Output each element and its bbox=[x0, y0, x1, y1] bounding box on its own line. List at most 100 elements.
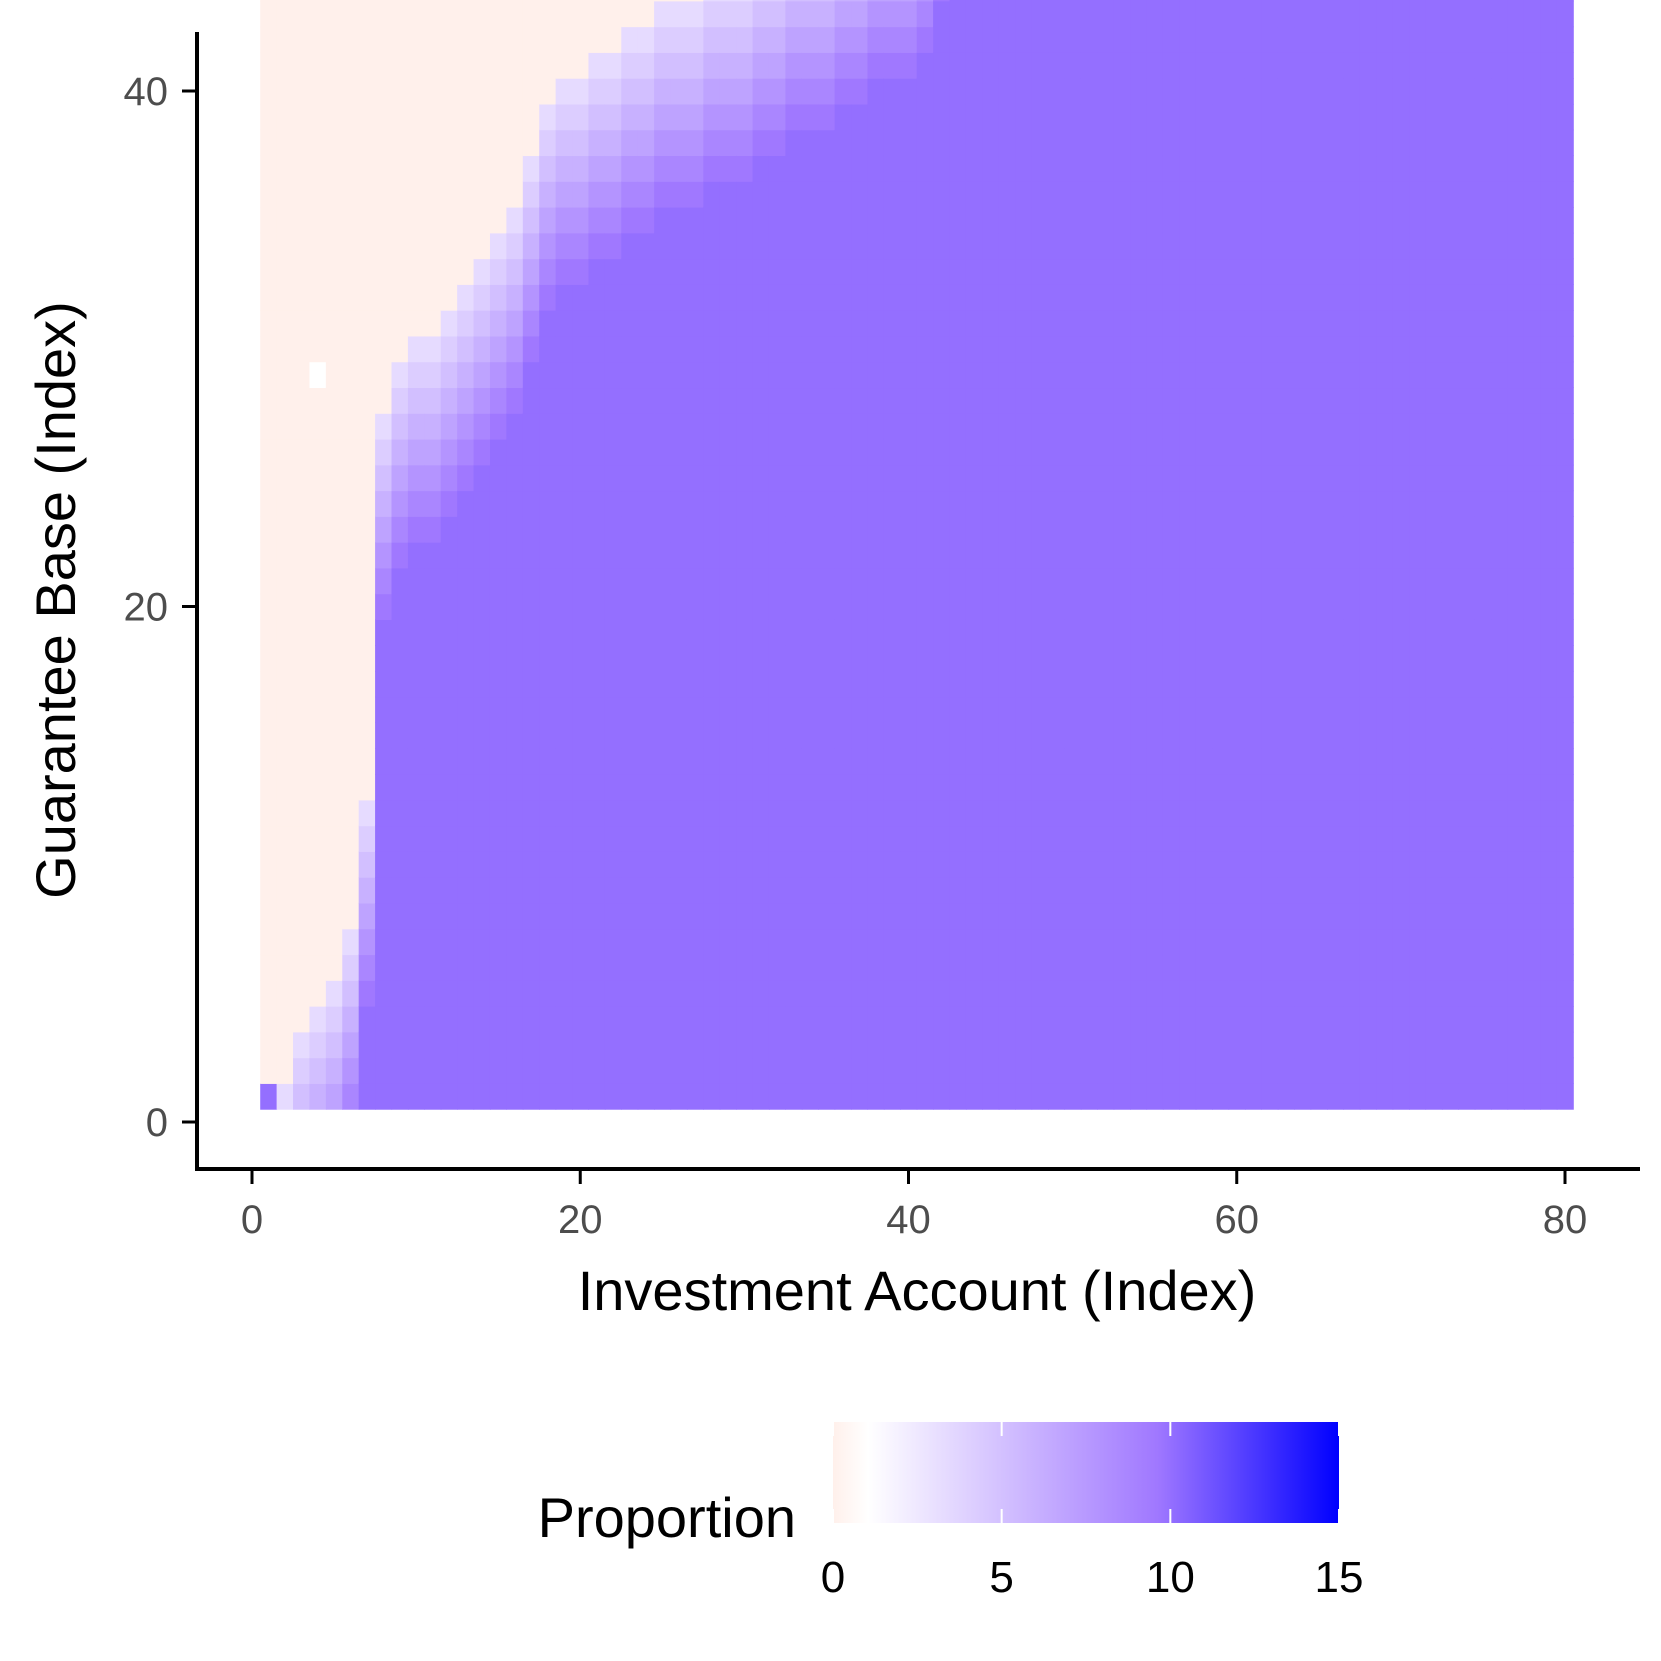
heatmap-cell bbox=[325, 52, 343, 79]
heatmap-cell bbox=[1146, 129, 1164, 157]
heatmap-cell bbox=[900, 774, 918, 801]
heatmap-cell bbox=[1064, 438, 1082, 466]
heatmap-cell bbox=[506, 438, 524, 466]
heatmap-cell bbox=[489, 438, 507, 466]
heatmap-cell bbox=[1031, 413, 1049, 440]
heatmap-cell bbox=[719, 645, 737, 672]
heatmap-cell bbox=[1244, 516, 1262, 543]
heatmap-cell bbox=[522, 464, 540, 492]
heatmap-cell bbox=[325, 490, 343, 517]
heatmap-cell bbox=[654, 619, 672, 646]
heatmap-cell bbox=[752, 928, 770, 956]
heatmap-cell bbox=[1162, 103, 1180, 131]
heatmap-cell bbox=[1261, 490, 1279, 517]
heatmap-cell bbox=[637, 387, 655, 414]
heatmap-cell bbox=[768, 851, 786, 878]
heatmap-cell bbox=[424, 155, 442, 182]
heatmap-cell bbox=[309, 361, 327, 389]
heatmap-cell bbox=[555, 387, 573, 414]
heatmap-cell bbox=[900, 851, 918, 878]
heatmap-cell bbox=[851, 310, 869, 337]
heatmap-cell bbox=[883, 335, 901, 363]
heatmap-cell bbox=[768, 310, 786, 337]
heatmap-cell bbox=[342, 645, 360, 672]
heatmap-cell bbox=[949, 0, 967, 28]
heatmap-cell bbox=[260, 670, 278, 698]
heatmap-cell bbox=[1048, 78, 1066, 105]
heatmap-cell bbox=[588, 954, 606, 981]
heatmap-cell bbox=[1113, 232, 1131, 260]
heatmap-cell bbox=[621, 1057, 639, 1084]
heatmap-cell bbox=[719, 980, 737, 1007]
heatmap-cell bbox=[572, 516, 590, 543]
heatmap-cell bbox=[654, 361, 672, 389]
heatmap-cell bbox=[293, 206, 311, 234]
heatmap-cell bbox=[654, 413, 672, 440]
heatmap-cell bbox=[998, 877, 1016, 904]
heatmap-cell bbox=[457, 696, 475, 724]
heatmap-cell bbox=[965, 26, 983, 53]
heatmap-cell bbox=[621, 877, 639, 904]
heatmap-cell bbox=[358, 902, 376, 930]
heatmap-cell bbox=[375, 825, 393, 852]
heatmap-cell bbox=[407, 516, 425, 543]
heatmap-cell bbox=[342, 361, 360, 389]
heatmap-cell bbox=[1261, 516, 1279, 543]
heatmap-cell bbox=[506, 748, 524, 775]
heatmap-cell bbox=[424, 542, 442, 569]
heatmap-cell bbox=[801, 722, 819, 749]
heatmap-cell bbox=[752, 206, 770, 234]
heatmap-cell bbox=[588, 26, 606, 53]
heatmap-cell bbox=[752, 516, 770, 543]
heatmap-cell bbox=[801, 954, 819, 981]
heatmap-cell bbox=[1162, 645, 1180, 672]
heatmap-cell bbox=[883, 722, 901, 749]
heatmap-cell bbox=[818, 722, 836, 749]
heatmap-cell bbox=[949, 387, 967, 414]
heatmap-cell bbox=[998, 413, 1016, 440]
heatmap-cell bbox=[1031, 52, 1049, 79]
heatmap-cell bbox=[851, 78, 869, 105]
heatmap-cell bbox=[982, 129, 1000, 157]
heatmap-cell bbox=[900, 696, 918, 724]
heatmap-cell bbox=[670, 181, 688, 208]
heatmap-cell bbox=[686, 877, 704, 904]
heatmap-cell bbox=[1113, 464, 1131, 492]
heatmap-cell bbox=[1228, 645, 1246, 672]
heatmap-cell bbox=[801, 902, 819, 930]
heatmap-cell bbox=[998, 619, 1016, 646]
heatmap-cell bbox=[1244, 593, 1262, 620]
heatmap-cell bbox=[686, 258, 704, 285]
heatmap-cell bbox=[818, 542, 836, 569]
heatmap-cell bbox=[1064, 928, 1082, 956]
heatmap-cell bbox=[457, 542, 475, 569]
heatmap-cell bbox=[736, 258, 754, 285]
heatmap-cell bbox=[309, 516, 327, 543]
heatmap-cell bbox=[407, 877, 425, 904]
heatmap-cell bbox=[309, 387, 327, 414]
heatmap-cell bbox=[1048, 645, 1066, 672]
heatmap-cell bbox=[654, 567, 672, 595]
heatmap-cell bbox=[785, 542, 803, 569]
heatmap-cell bbox=[998, 206, 1016, 234]
heatmap-cell bbox=[834, 0, 852, 28]
heatmap-cell bbox=[1113, 619, 1131, 646]
heatmap-cell bbox=[785, 0, 803, 2]
heatmap-cell bbox=[1195, 799, 1213, 827]
heatmap-cell bbox=[358, 645, 376, 672]
heatmap-cell bbox=[1048, 851, 1066, 878]
heatmap-cell bbox=[719, 361, 737, 389]
heatmap-cell bbox=[883, 542, 901, 569]
heatmap-cell bbox=[325, 645, 343, 672]
heatmap-cell bbox=[506, 232, 524, 260]
heatmap-cell bbox=[424, 774, 442, 801]
heatmap-cell bbox=[325, 78, 343, 105]
heatmap-cell bbox=[1130, 78, 1148, 105]
heatmap-cell bbox=[1212, 645, 1230, 672]
heatmap-cell bbox=[473, 774, 491, 801]
heatmap-cell bbox=[654, 52, 672, 79]
heatmap-cell bbox=[440, 1031, 458, 1059]
heatmap-cell bbox=[719, 387, 737, 414]
heatmap-cell bbox=[489, 1031, 507, 1059]
heatmap-cell bbox=[933, 670, 951, 698]
